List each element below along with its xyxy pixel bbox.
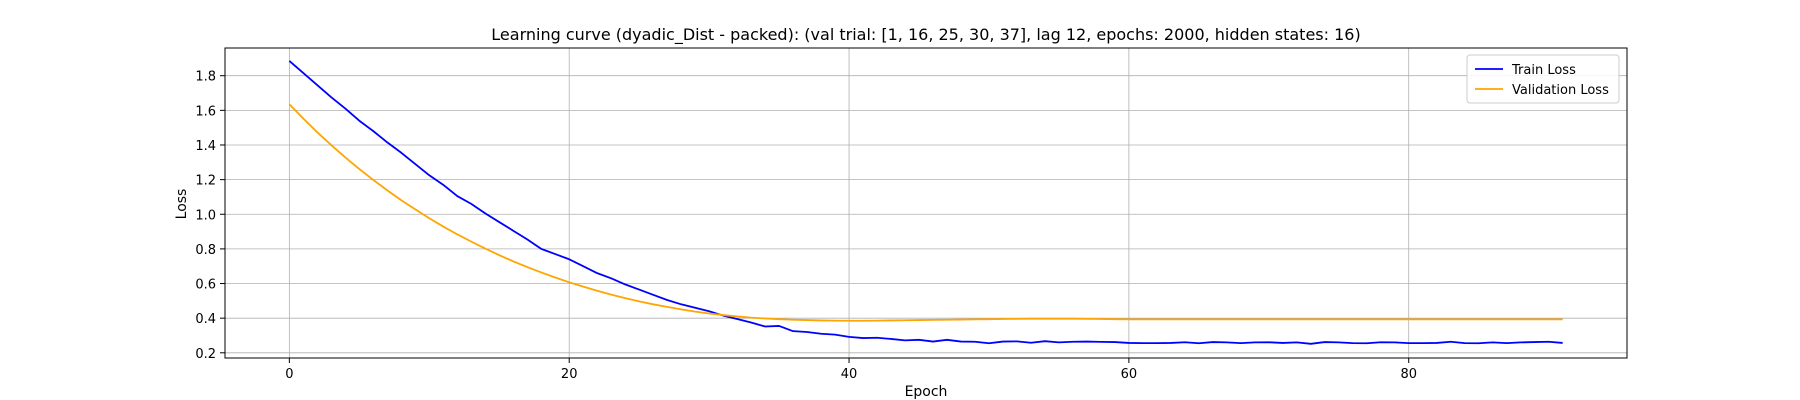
y-tick-label: 1.8 bbox=[195, 70, 216, 85]
y-tick-label: 0.8 bbox=[195, 243, 216, 258]
chart-title: Learning curve (dyadic_Dist - packed): (… bbox=[491, 25, 1360, 45]
validation-loss-line bbox=[288, 103, 1563, 322]
y-tick-label: 1.0 bbox=[195, 208, 216, 223]
y-tick-label: 0.6 bbox=[195, 278, 216, 293]
legend-label: Train Loss bbox=[1511, 63, 1576, 78]
x-tick-label: 20 bbox=[561, 367, 578, 382]
series-layer bbox=[288, 60, 1563, 345]
y-axis-label: Loss bbox=[174, 189, 190, 220]
x-tick-label: 60 bbox=[1121, 367, 1138, 382]
axis-ticks: 0 20 40 60 80 0.2 0.4 0.6 0.8 1.0 1.2 1.4 1.6 1.8 bbox=[195, 70, 1417, 382]
legend: Train Loss Validation Loss bbox=[1466, 54, 1620, 104]
y-tick-label: 0.4 bbox=[195, 312, 216, 327]
train-loss-line bbox=[288, 60, 1563, 345]
y-tick-label: 0.2 bbox=[195, 347, 216, 362]
x-axis-label: Epoch bbox=[905, 384, 948, 400]
legend-label: Validation Loss bbox=[1512, 83, 1609, 98]
y-tick-label: 1.6 bbox=[195, 104, 216, 119]
x-tick-label: 40 bbox=[841, 367, 858, 382]
x-tick-label: 80 bbox=[1400, 367, 1417, 382]
grid bbox=[225, 48, 1627, 358]
plot-area-frame bbox=[224, 47, 1628, 359]
legend-box bbox=[1466, 54, 1620, 104]
y-tick-label: 1.2 bbox=[195, 174, 216, 189]
y-tick-label: 1.4 bbox=[195, 139, 216, 154]
x-tick-label: 0 bbox=[285, 367, 293, 382]
